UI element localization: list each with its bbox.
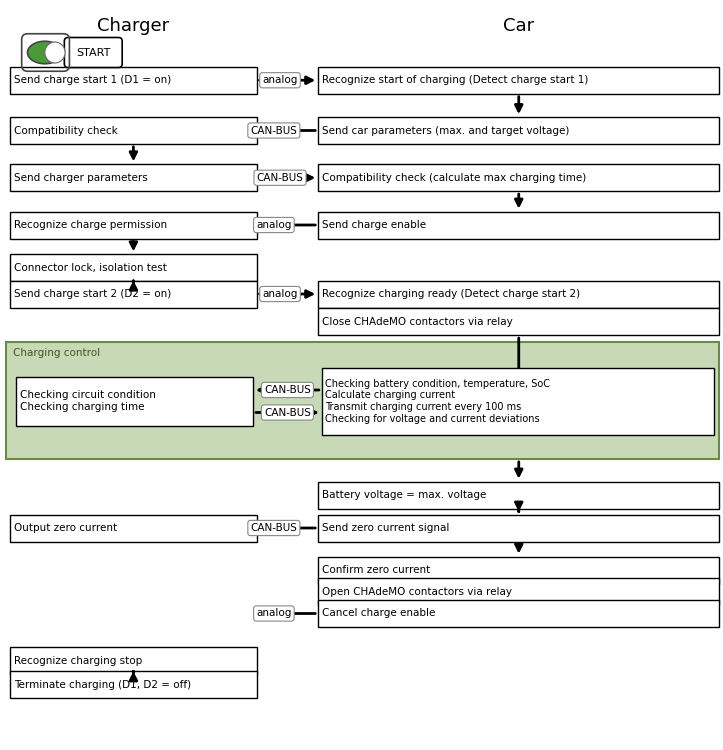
Text: analog: analog — [262, 75, 298, 86]
Text: Compatibility check: Compatibility check — [14, 125, 117, 136]
Text: analog: analog — [262, 289, 298, 299]
FancyBboxPatch shape — [318, 280, 719, 308]
Text: Send charger parameters: Send charger parameters — [14, 172, 147, 183]
Text: Output zero current: Output zero current — [14, 523, 117, 533]
Text: Send charge start 2 (D2 = on): Send charge start 2 (D2 = on) — [14, 289, 171, 299]
FancyBboxPatch shape — [318, 164, 719, 191]
FancyBboxPatch shape — [318, 600, 719, 627]
Text: Recognize charging ready (Detect charge start 2): Recognize charging ready (Detect charge … — [322, 289, 580, 299]
FancyBboxPatch shape — [6, 342, 719, 459]
Text: Recognize charge permission: Recognize charge permission — [14, 220, 167, 230]
Text: CAN-BUS: CAN-BUS — [264, 385, 311, 395]
Text: Terminate charging (D1, D2 = off): Terminate charging (D1, D2 = off) — [14, 680, 191, 690]
Text: analog: analog — [256, 220, 291, 230]
FancyBboxPatch shape — [322, 368, 714, 435]
Text: START: START — [76, 47, 111, 58]
Ellipse shape — [27, 41, 62, 64]
Circle shape — [45, 42, 65, 63]
FancyBboxPatch shape — [10, 647, 257, 674]
Text: Open CHAdeMO contactors via relay: Open CHAdeMO contactors via relay — [322, 586, 512, 597]
Text: Send zero current signal: Send zero current signal — [322, 523, 449, 533]
FancyBboxPatch shape — [318, 514, 719, 541]
FancyBboxPatch shape — [10, 211, 257, 238]
Text: analog: analog — [256, 608, 291, 619]
FancyBboxPatch shape — [10, 67, 257, 94]
FancyBboxPatch shape — [318, 117, 719, 144]
FancyBboxPatch shape — [10, 117, 257, 144]
FancyBboxPatch shape — [16, 376, 253, 426]
FancyBboxPatch shape — [10, 280, 257, 308]
FancyBboxPatch shape — [10, 164, 257, 191]
Text: Battery voltage = max. voltage: Battery voltage = max. voltage — [322, 490, 486, 500]
Text: CAN-BUS: CAN-BUS — [250, 125, 297, 136]
Text: CAN-BUS: CAN-BUS — [257, 172, 304, 183]
Text: Connector lock, isolation test: Connector lock, isolation test — [14, 262, 166, 273]
Text: Send charge enable: Send charge enable — [322, 220, 426, 230]
FancyBboxPatch shape — [318, 67, 719, 94]
FancyBboxPatch shape — [10, 254, 257, 281]
Text: Send charge start 1 (D1 = on): Send charge start 1 (D1 = on) — [14, 75, 171, 86]
Text: CAN-BUS: CAN-BUS — [250, 523, 297, 533]
Text: Compatibility check (calculate max charging time): Compatibility check (calculate max charg… — [322, 172, 586, 183]
FancyBboxPatch shape — [10, 671, 257, 698]
Text: CAN-BUS: CAN-BUS — [264, 407, 311, 418]
Text: Checking circuit condition
Checking charging time: Checking circuit condition Checking char… — [20, 391, 155, 412]
FancyBboxPatch shape — [10, 514, 257, 541]
Text: Close CHAdeMO contactors via relay: Close CHAdeMO contactors via relay — [322, 316, 513, 327]
Text: Recognize start of charging (Detect charge start 1): Recognize start of charging (Detect char… — [322, 75, 588, 86]
Text: Car: Car — [503, 17, 534, 35]
Text: Confirm zero current: Confirm zero current — [322, 565, 430, 575]
FancyBboxPatch shape — [318, 308, 719, 335]
FancyBboxPatch shape — [318, 211, 719, 238]
Text: Charger: Charger — [98, 17, 169, 35]
FancyBboxPatch shape — [318, 578, 719, 605]
Text: Recognize charging stop: Recognize charging stop — [14, 656, 142, 666]
FancyBboxPatch shape — [64, 38, 122, 68]
FancyBboxPatch shape — [318, 556, 719, 584]
Text: Send car parameters (max. and target voltage): Send car parameters (max. and target vol… — [322, 125, 569, 136]
Text: Charging control: Charging control — [13, 348, 100, 358]
Text: Cancel charge enable: Cancel charge enable — [322, 608, 435, 619]
Text: Checking battery condition, temperature, SoC
Calculate charging current
Transmit: Checking battery condition, temperature,… — [325, 379, 550, 424]
FancyBboxPatch shape — [318, 482, 719, 508]
